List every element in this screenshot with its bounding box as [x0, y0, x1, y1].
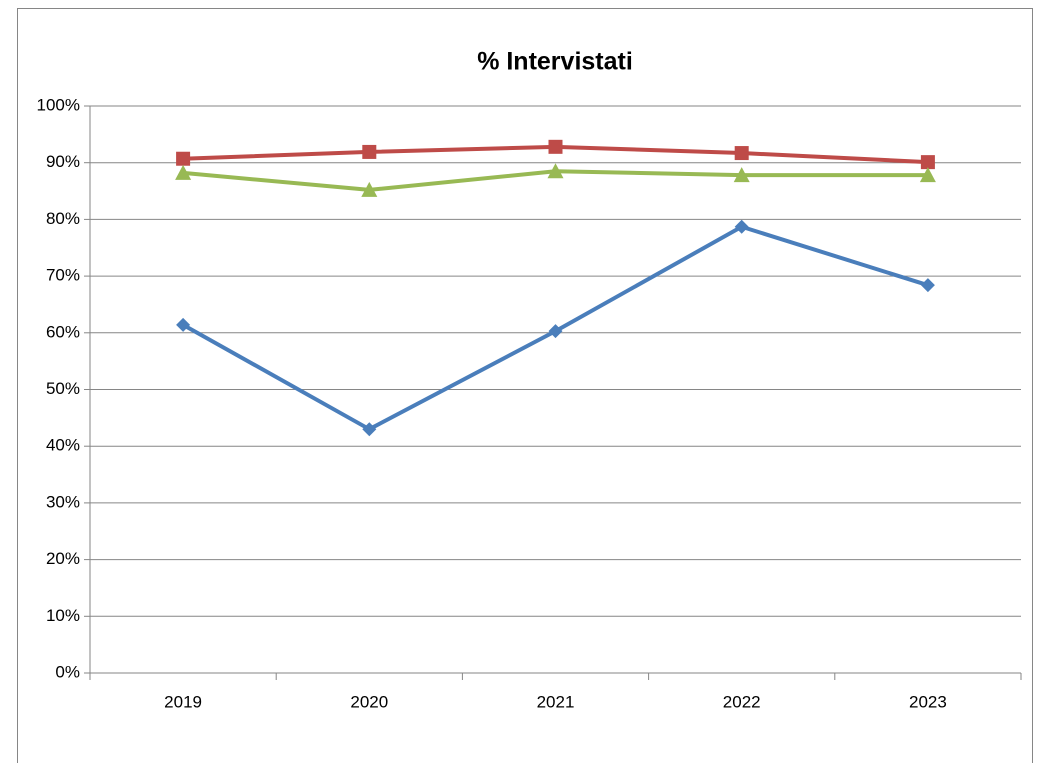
marker [734, 146, 749, 161]
y-tick-label: 90% [46, 152, 80, 171]
chart-border [17, 8, 1033, 763]
x-tick-label: 2020 [350, 692, 388, 711]
y-tick-label: 10% [46, 606, 80, 625]
y-tick-label: 20% [46, 549, 80, 568]
y-tick-label: 80% [46, 209, 80, 228]
x-tick-label: 2019 [164, 692, 202, 711]
chart-title: % Intervistati [477, 48, 633, 76]
x-tick-label: 2021 [537, 692, 575, 711]
y-tick-label: 70% [46, 266, 80, 285]
x-tick-label: 2023 [909, 692, 947, 711]
marker [176, 317, 191, 332]
marker [920, 278, 935, 293]
marker [176, 151, 191, 166]
marker [547, 163, 564, 179]
y-tick-label: 30% [46, 492, 80, 511]
marker [733, 167, 750, 183]
marker [919, 167, 936, 183]
y-tick-label: 100% [37, 95, 80, 114]
y-tick-label: 50% [46, 379, 80, 398]
marker [548, 324, 563, 339]
marker [734, 219, 749, 234]
marker [548, 139, 563, 154]
y-tick-label: 40% [46, 436, 80, 455]
y-tick-label: 0% [55, 662, 80, 681]
x-tick-label: 2022 [723, 692, 761, 711]
marker [920, 155, 935, 170]
marker [362, 144, 377, 159]
marker [361, 181, 378, 197]
marker [175, 164, 192, 180]
y-tick-label: 60% [46, 322, 80, 341]
marker [362, 422, 377, 437]
